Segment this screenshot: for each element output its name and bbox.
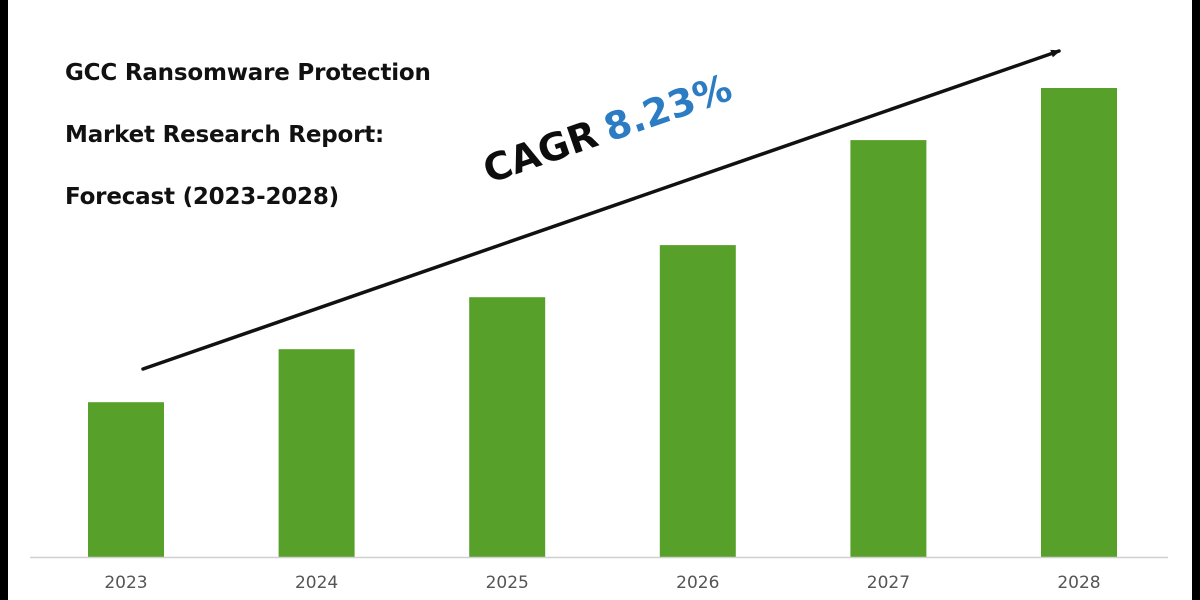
- x-tick-label-2023: 2023: [104, 573, 147, 593]
- chart-title-line-1: GCC Ransomware Protection: [65, 60, 431, 86]
- x-tick-label-2025: 2025: [486, 573, 529, 593]
- chart-title: GCC Ransomware Protection Market Researc…: [65, 27, 431, 244]
- bars-group: [88, 88, 1117, 557]
- bar-2028: [1041, 88, 1117, 557]
- bar-2025: [469, 297, 546, 557]
- x-tick-label-2026: 2026: [676, 573, 719, 593]
- chart-title-line-2: Market Research Report:: [65, 122, 385, 148]
- bar-2023: [88, 402, 164, 557]
- bar-2026: [659, 245, 736, 557]
- chart-canvas: GCC Ransomware Protection Market Researc…: [8, 0, 1192, 600]
- bar-2024: [278, 349, 355, 557]
- chart-title-line-3: Forecast (2023-2028): [65, 184, 339, 210]
- trend-arrow: [141, 49, 1061, 371]
- x-tick-label-2028: 2028: [1057, 573, 1100, 593]
- x-tick-label-2027: 2027: [867, 573, 910, 593]
- bar-2027: [850, 140, 927, 557]
- x-axis-tick-labels: 2023 2024 2025 2026 2027 2028: [104, 573, 1100, 593]
- x-tick-label-2024: 2024: [295, 573, 338, 593]
